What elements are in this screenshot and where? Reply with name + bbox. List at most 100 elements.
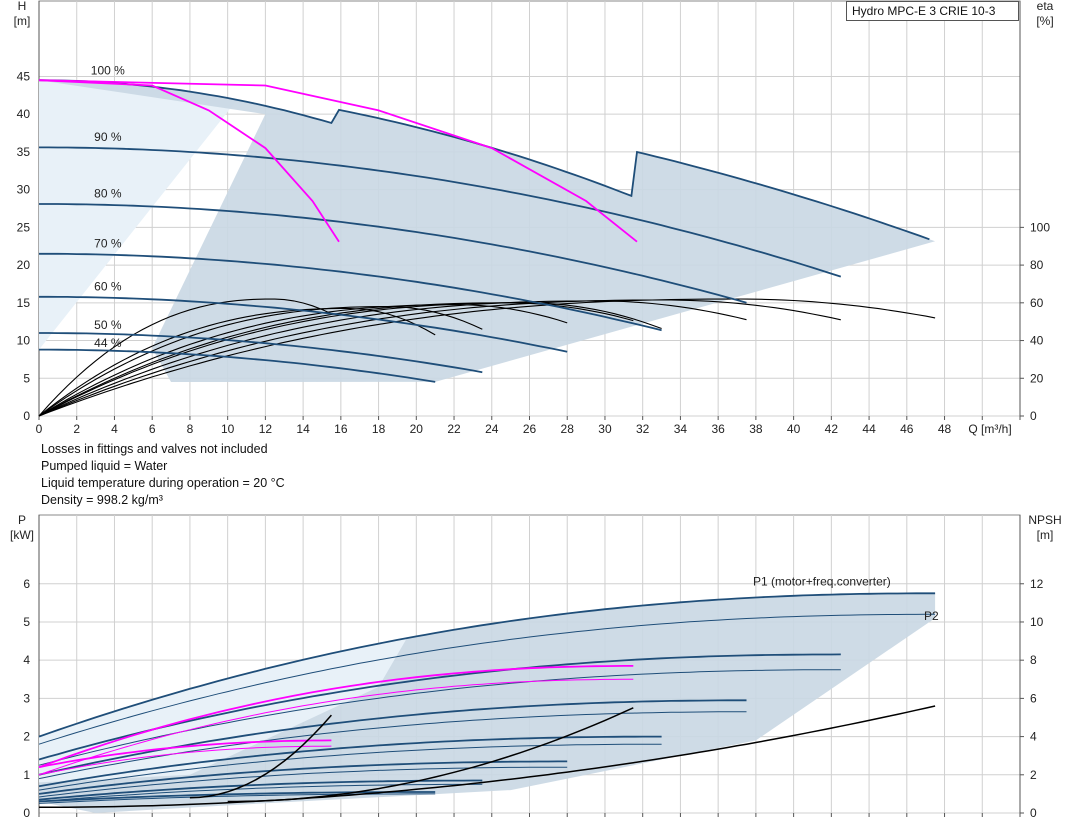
y2-tick-label: 6 (1030, 691, 1037, 705)
speed-label: 60 % (94, 280, 122, 294)
head-curve (39, 203, 747, 304)
y-tick-label: 35 (17, 145, 31, 159)
x-tick-label: 28 (561, 422, 575, 436)
y-axis-label: P (18, 513, 26, 527)
y2-tick-label: 2 (1030, 768, 1037, 782)
y-tick-label: 40 (17, 107, 31, 121)
system-power-curve (38, 739, 332, 769)
power-area (39, 593, 936, 813)
y-tick-label: 0 (23, 806, 30, 820)
y-tick-label: 3 (23, 691, 30, 705)
efficiency-curve (38, 298, 936, 417)
x-tick-label: 24 (485, 422, 499, 436)
y-axis-label: H (18, 0, 27, 13)
system-curve (38, 79, 638, 243)
x-tick-label: 32 (636, 422, 650, 436)
efficiency-curve (38, 300, 747, 417)
y2-tick-label: 20 (1030, 371, 1044, 385)
x-tick-label: 22 (447, 422, 461, 436)
y-tick-label: 5 (23, 615, 30, 629)
y2-axis-label: NPSH (1028, 513, 1061, 527)
p1-curve (38, 791, 436, 803)
y2-tick-label: 60 (1030, 296, 1044, 310)
speed-label: 90 % (94, 130, 122, 144)
p2-curve (38, 743, 662, 791)
y-axis-unit: [kW] (10, 528, 34, 542)
efficiency-curve (38, 302, 662, 417)
head-curve (39, 252, 662, 332)
y-tick-label: 10 (17, 334, 31, 348)
efficiency-curve (38, 298, 332, 417)
y-tick-label: 30 (17, 183, 31, 197)
npsh-curve (39, 705, 936, 809)
x-tick-label: 6 (149, 422, 156, 436)
p2-curve (38, 766, 568, 798)
p1-curve (38, 760, 568, 795)
y-axis-unit: [m] (14, 14, 31, 28)
y2-axis-label: eta (1037, 0, 1054, 13)
y2-tick-label: 12 (1030, 577, 1044, 591)
p1-curve (38, 699, 747, 776)
npsh-curve (227, 707, 634, 803)
x-tick-label: 4 (111, 422, 118, 436)
head-curve (39, 295, 568, 353)
x-tick-label: 20 (410, 422, 424, 436)
system-curve (38, 79, 340, 243)
head-curve (39, 332, 483, 374)
npsh-curve (189, 714, 332, 799)
speed-label: 80 % (94, 187, 122, 201)
note-temperature: Liquid temperature during operation = 20… (41, 476, 285, 490)
speed-label: 70 % (94, 236, 122, 250)
y2-tick-label: 10 (1030, 615, 1044, 629)
y2-tick-label: 0 (1030, 806, 1037, 820)
efficiency-curve (38, 304, 568, 417)
x-tick-label: 30 (598, 422, 612, 436)
head-curve (39, 146, 842, 278)
x-tick-label: 8 (187, 422, 194, 436)
x-tick-label: 48 (938, 422, 952, 436)
head-curve (39, 348, 436, 383)
speed-label: 100 % (91, 64, 125, 78)
p1-curve (38, 735, 662, 788)
y2-tick-label: 0 (1030, 409, 1037, 423)
x-tick-label: 18 (372, 422, 386, 436)
x-tick-label: 38 (749, 422, 763, 436)
speed-label: 44 % (94, 336, 122, 350)
x-tick-label: 44 (862, 422, 876, 436)
y2-tick-label: 8 (1030, 653, 1037, 667)
y2-axis-unit: [%] (1036, 14, 1053, 28)
x-tick-label: 14 (296, 422, 310, 436)
x-tick-label: 46 (900, 422, 914, 436)
series-label: P2 (924, 609, 939, 623)
y-tick-label: 20 (17, 258, 31, 272)
chart-title: Hydro MPC-E 3 CRIE 10-3 (852, 4, 996, 18)
x-tick-label: 2 (73, 422, 80, 436)
x-tick-label: 0 (36, 422, 43, 436)
y-tick-label: 45 (17, 69, 31, 83)
x-tick-label: 36 (711, 422, 725, 436)
y-tick-label: 0 (23, 409, 30, 423)
y2-axis-unit: [m] (1037, 528, 1054, 542)
system-power-curve (38, 745, 332, 776)
system-power-curve (38, 678, 634, 776)
x-tick-label: 10 (221, 422, 235, 436)
x-axis-label: Q [m³/h] (968, 422, 1011, 436)
p1-curve (38, 779, 483, 801)
y-tick-label: 5 (23, 371, 30, 385)
y-tick-label: 4 (23, 653, 30, 667)
x-tick-label: 16 (334, 422, 348, 436)
y2-tick-label: 40 (1030, 334, 1044, 348)
efficiency-curve (38, 306, 483, 417)
note-liquid: Pumped liquid = Water (41, 459, 168, 473)
y-tick-label: 25 (17, 220, 31, 234)
p2-curve (38, 613, 936, 745)
system-power-curve (38, 665, 634, 769)
x-tick-label: 26 (523, 422, 537, 436)
p2-curve (38, 711, 747, 780)
note-losses: Losses in fittings and valves not includ… (41, 442, 268, 456)
y-tick-label: 1 (23, 768, 30, 782)
y-tick-label: 15 (17, 296, 31, 310)
y2-tick-label: 100 (1030, 220, 1050, 234)
